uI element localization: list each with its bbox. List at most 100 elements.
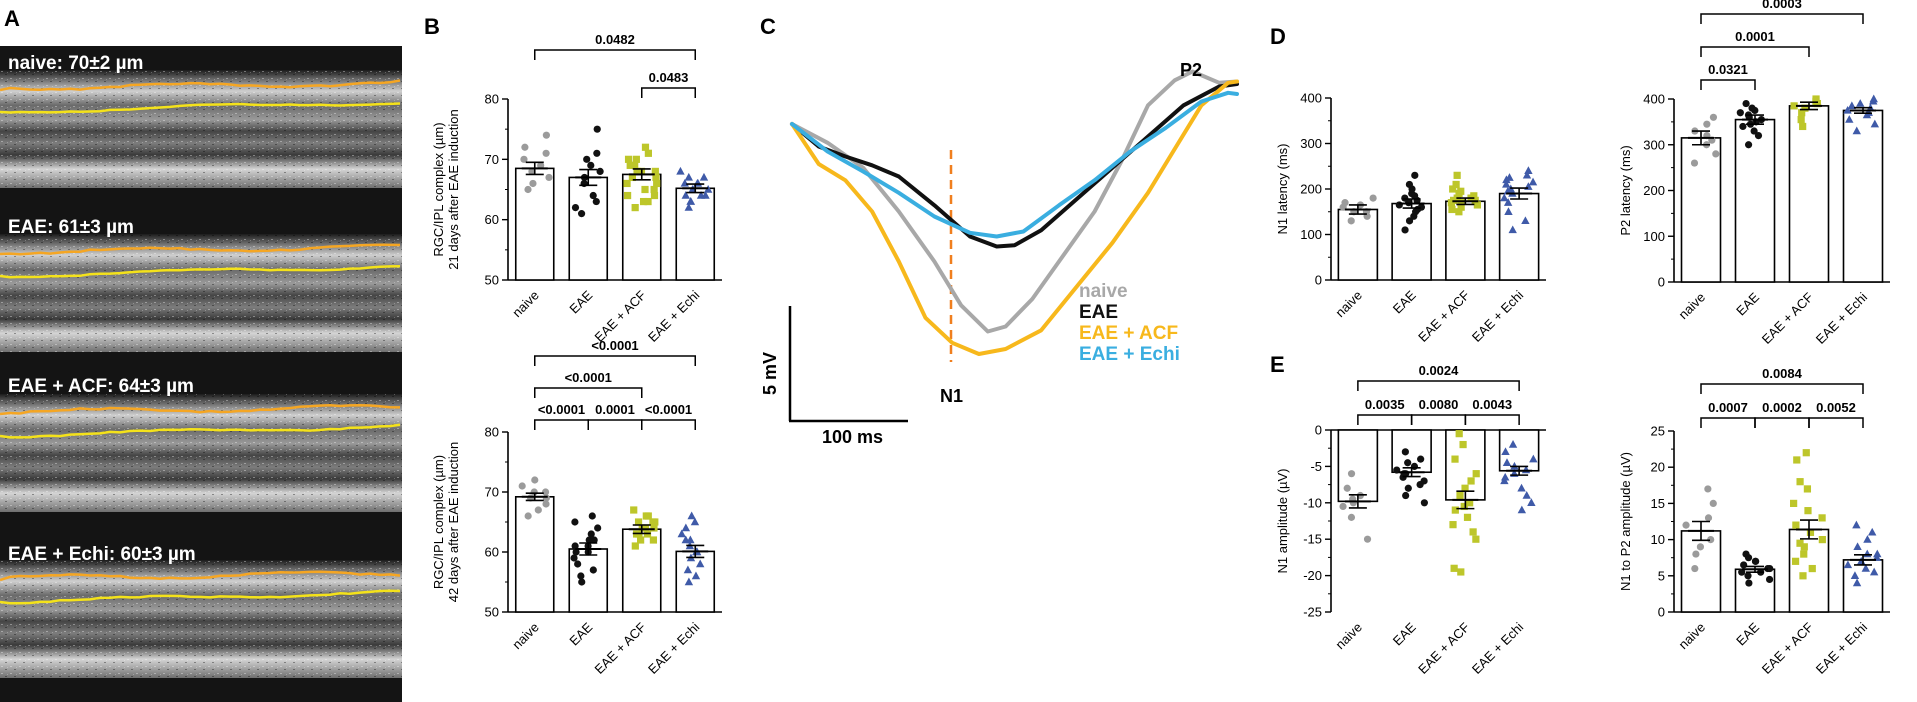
point-eae-acf (1802, 449, 1810, 457)
p2-label: P2 (1180, 60, 1202, 80)
y-tick-label: 200 (1300, 182, 1322, 197)
point-eae-echi (1500, 476, 1509, 485)
point-eae-acf (623, 179, 631, 188)
point-eae-acf (1798, 109, 1806, 117)
category-label-eae-acf: EAE + ACF (1759, 619, 1816, 676)
p-value-label: 0.0003 (1762, 0, 1802, 11)
point-eae-echi (1501, 447, 1510, 456)
y-tick-label: 10 (1651, 532, 1665, 547)
p-value-label: <0.0001 (645, 402, 692, 417)
category-label-eae: EAE (1733, 619, 1762, 648)
point-naive (1704, 514, 1713, 522)
point-eae-acf (1451, 506, 1459, 514)
y-tick-label: 25 (1651, 424, 1665, 439)
oct-label-eae-echi: EAE + Echi: 60±3 µm (8, 544, 196, 565)
y-tick-label: 400 (1643, 92, 1665, 107)
point-eae (583, 155, 591, 163)
point-naive (537, 161, 545, 169)
point-naive (1709, 113, 1718, 121)
point-eae-acf (632, 155, 640, 163)
chart-e-n1-amplitude: -25 -20 -15 -10 -5 0 N1 amplitude (µV) naive EAE… (1275, 363, 1546, 677)
point-eae-acf (1801, 104, 1809, 112)
point-eae-acf (633, 167, 641, 175)
point-eae (594, 524, 602, 532)
significance-bracket (1700, 46, 1810, 57)
y-axis-label: 21 days after EAE induction (446, 109, 461, 269)
point-eae-echi (1856, 99, 1865, 107)
significance-bracket (1808, 417, 1864, 428)
point-eae (1404, 459, 1412, 467)
point-eae-echi (1864, 108, 1873, 116)
point-eae-echi (1517, 505, 1527, 514)
point-naive (529, 179, 537, 188)
point-eae (588, 512, 596, 520)
point-naive (1691, 564, 1699, 573)
oct-speckle (0, 70, 402, 188)
y-tick-label: 100 (1643, 229, 1665, 244)
category-label-eae-acf: EAE + ACF (1759, 289, 1816, 346)
y-axis-label: P2 latency (ms) (1618, 145, 1633, 235)
oct-panel: naive: 70±2 µm EAE: 61±3 µm EAE + ACF: 6… (0, 46, 402, 702)
point-eae (1393, 466, 1401, 474)
point-eae-acf (1456, 491, 1464, 500)
point-eae-echi (684, 203, 693, 211)
point-eae-acf (650, 524, 658, 532)
point-eae (1405, 180, 1414, 189)
point-eae-acf (624, 155, 633, 163)
point-eae (1416, 481, 1424, 489)
point-eae-echi (1852, 578, 1862, 587)
p-value-label: 0.0002 (1762, 400, 1802, 415)
point-eae-acf (1792, 521, 1800, 529)
point-eae-echi (683, 565, 693, 574)
significance-bracket (1700, 13, 1864, 24)
chart-e-n1-to-p2-amplitude: 0 5 10 15 20 25 N1 to P2 amplitude (µV) naive EA… (1618, 366, 1890, 677)
point-eae-acf (1467, 477, 1475, 485)
significance-bracket (534, 355, 696, 366)
point-eae-echi (1845, 115, 1854, 123)
point-eae-acf (1796, 539, 1804, 547)
significance-bracket (534, 419, 589, 430)
point-eae-echi (1521, 216, 1530, 225)
point-eae-acf (1460, 502, 1468, 511)
p-value-label: 0.0001 (1735, 29, 1775, 44)
point-eae-acf (623, 191, 632, 200)
point-eae-acf (644, 512, 652, 520)
point-eae-echi (676, 166, 685, 175)
legend-naive: naive (1079, 281, 1128, 302)
point-eae-acf (1806, 528, 1815, 536)
point-eae-acf (1472, 535, 1480, 543)
point-eae-echi (1502, 458, 1512, 466)
point-naive (542, 149, 550, 157)
point-eae-echi (690, 517, 700, 526)
point-eae-acf (641, 524, 650, 532)
point-eae-acf (1790, 499, 1798, 507)
oct-lower-boundary (0, 102, 401, 114)
point-eae-acf (1804, 507, 1812, 515)
y-axis-label: N1 to P2 amplitude (µV) (1618, 452, 1633, 591)
point-eae (1765, 575, 1774, 584)
point-eae (585, 536, 593, 544)
y-tick-label: 80 (485, 92, 499, 107)
point-eae-acf (1799, 122, 1807, 131)
point-eae-echi (691, 571, 701, 580)
bar-eae-echi (675, 550, 716, 613)
point-eae-acf (649, 518, 657, 526)
point-eae-acf (1459, 440, 1467, 449)
point-eae-echi (1500, 193, 1509, 202)
oct-lower-boundary (0, 423, 401, 439)
point-eae (1748, 104, 1756, 112)
y-tick-label: -15 (1303, 532, 1322, 547)
point-eae-echi (1508, 225, 1517, 234)
point-eae-acf (1452, 180, 1460, 189)
significance-bracket (1357, 414, 1413, 425)
point-eae-echi (1529, 454, 1538, 463)
point-naive (518, 482, 526, 490)
y-tick-label: 300 (1300, 136, 1322, 151)
y-axis-label: RGC/IPL complex (µm) (431, 455, 446, 589)
point-eae-acf (1461, 484, 1469, 492)
p-value-label: 0.0084 (1762, 366, 1803, 381)
point-eae-echi (686, 197, 696, 205)
category-label-eae: EAE (566, 287, 595, 316)
